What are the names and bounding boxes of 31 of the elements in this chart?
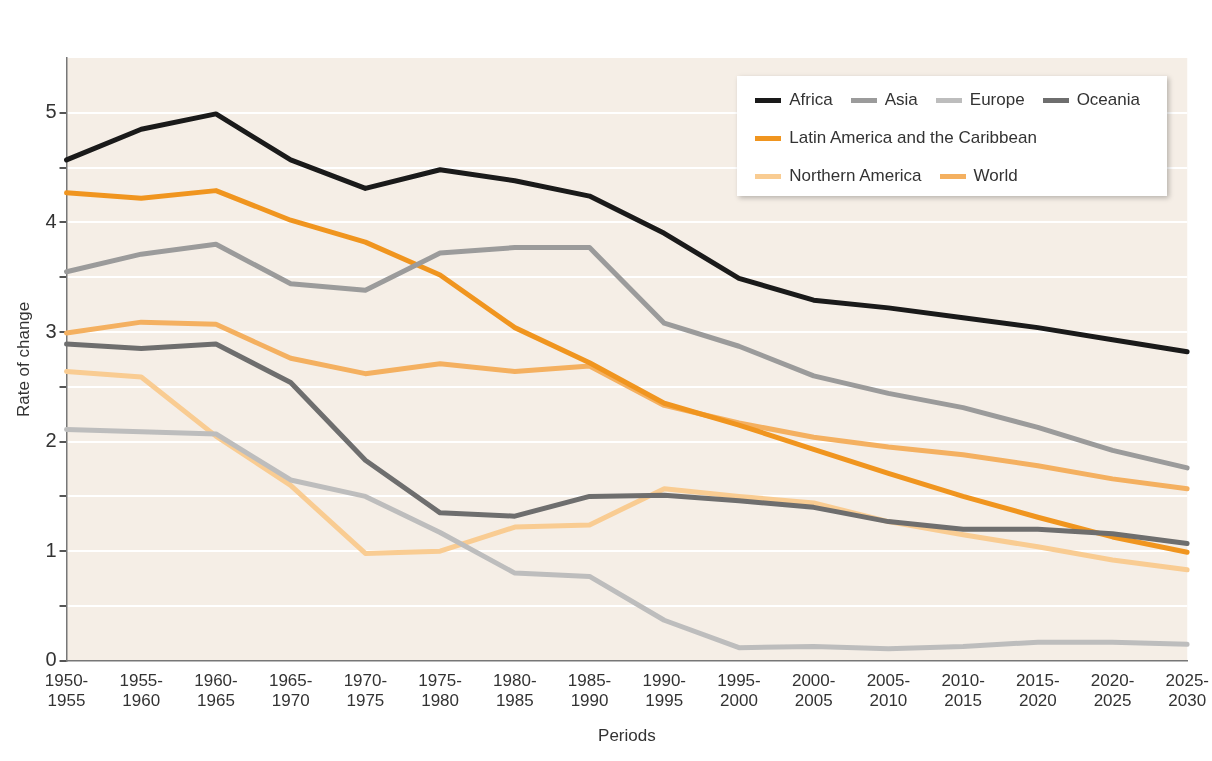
x-tick-label: 2020-2025	[1090, 670, 1135, 711]
x-tick-label: 1965-1970	[268, 670, 313, 711]
x-tick-label: 2025-2030	[1165, 670, 1209, 711]
legend-label: Europe	[969, 90, 1025, 110]
x-tick-label: 1975-1980	[418, 670, 462, 711]
x-tick-label: 1970-1975	[343, 670, 388, 711]
x-axis-title: Periods	[598, 726, 656, 746]
legend-label: Asia	[884, 90, 918, 110]
legend-label: Northern America	[789, 166, 922, 186]
x-tick-label: 1990-1995	[642, 670, 686, 711]
legend-label: Oceania	[1076, 90, 1140, 110]
legend-label: Africa	[789, 90, 833, 110]
x-tick-label: 1960-1965	[194, 670, 238, 711]
x-tick-label: 1995-2000	[717, 670, 761, 711]
x-tick-label: 2005-2010	[866, 670, 911, 711]
x-tick-label: 2000-2005	[791, 670, 836, 711]
x-tick-label: 2015-2020	[1016, 670, 1060, 711]
legend-label: Latin America and the Caribbean	[789, 128, 1037, 148]
y-tick-label: 0	[45, 648, 57, 671]
y-tick-label: 2	[45, 429, 57, 452]
x-tick-label: 1980-1985	[493, 670, 537, 711]
y-tick-label: 3	[45, 319, 57, 342]
x-tick-label: 1950-1955	[44, 670, 89, 711]
x-tick-label: 1955-1960	[119, 670, 163, 711]
x-tick-label: 1985-1990	[567, 670, 612, 711]
x-tick-label: 2010-2015	[941, 670, 985, 711]
y-axis-title: Rate of change	[13, 301, 33, 418]
legend-label: World	[973, 166, 1018, 186]
y-tick-label: 5	[45, 100, 57, 123]
y-tick-label: 1	[45, 538, 57, 561]
y-tick-label: 4	[45, 209, 57, 232]
